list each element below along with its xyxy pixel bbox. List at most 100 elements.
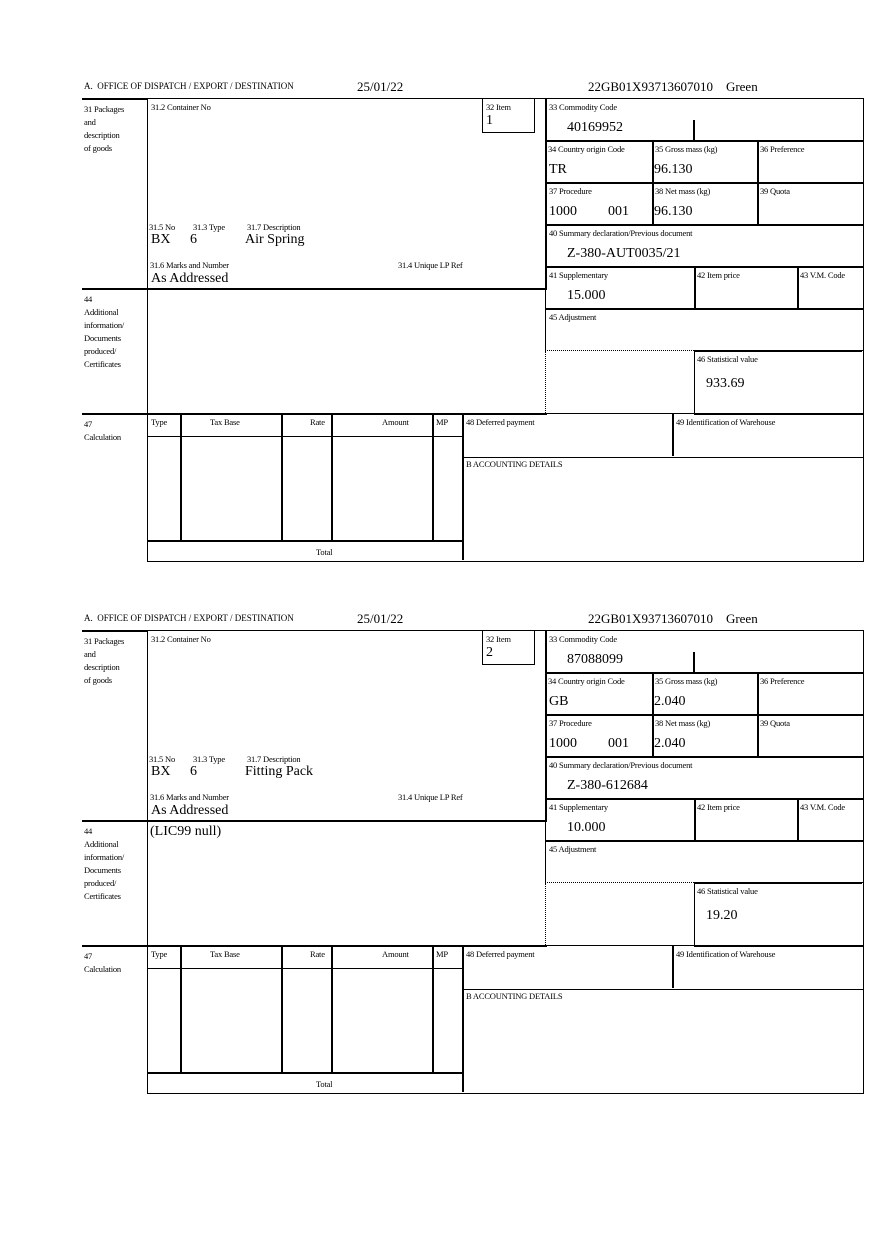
summary-declaration-box: [545, 224, 864, 268]
packages-label: 31 Packages and description of goods: [84, 636, 125, 685]
commodity-code-label: 33 Commodity Code: [549, 634, 617, 644]
commodity-code-value: 40169952: [567, 120, 623, 135]
vm-code-label: 43 V.M. Code: [800, 270, 845, 280]
declaration-reference: 22GB01X93713607010 Green: [588, 611, 758, 626]
adjustment-box: [545, 308, 864, 352]
item-box: [482, 630, 535, 665]
net-mass-label: 38 Net mass (kg): [655, 718, 711, 728]
unique-lp-ref-label: 31.4 Unique LP Ref: [398, 792, 463, 802]
accounting-details-label: B ACCOUNTING DETAILS: [466, 459, 563, 469]
container-no-label: 31.2 Container No: [151, 634, 211, 644]
country-origin-box: [545, 140, 654, 184]
total-label: Total: [316, 1079, 333, 1089]
country-origin-label: 34 Country origin Code: [548, 144, 625, 154]
pkg-description-label: 31.7 Description: [247, 754, 301, 764]
rule-47: [82, 945, 147, 947]
vm-code-box: [797, 798, 864, 842]
col-amount-header: Amount: [382, 949, 409, 959]
net-mass-box: [652, 714, 759, 758]
calc-column-divider: [281, 413, 283, 540]
deferred-payment-box: [462, 413, 864, 458]
col-rate-header: Rate: [310, 949, 325, 959]
calculation-label: 47 Calculation: [84, 419, 121, 442]
calc-header-row: [147, 413, 464, 437]
pkg-no-value: BX: [151, 764, 171, 779]
pkg-type-label: 31.3 Type: [193, 222, 225, 232]
adjustment-label: 45 Adjustment: [549, 312, 597, 322]
col-tax-base-header: Tax Base: [210, 949, 240, 959]
commodity-code-label: 33 Commodity Code: [549, 102, 617, 112]
total-label: Total: [316, 547, 333, 557]
declaration-reference: 22GB01X93713607010 Green: [588, 79, 758, 94]
packages-label: 31 Packages and description of goods: [84, 104, 125, 153]
col-mp-header: MP: [436, 417, 448, 427]
procedure-code-value: 1000: [549, 736, 577, 751]
country-origin-value: GB: [549, 694, 569, 709]
procedure-label: 37 Procedure: [549, 718, 592, 728]
quota-label: 39 Quota: [760, 186, 790, 196]
item-box: [482, 98, 535, 133]
vm-code-label: 43 V.M. Code: [800, 802, 845, 812]
procedure-sub-value: 001: [608, 204, 629, 219]
vm-code-box: [797, 266, 864, 310]
adjustment-label: 45 Adjustment: [549, 844, 597, 854]
warehouse-id-label: 49 Identification of Warehouse: [676, 417, 776, 427]
calc-column-divider: [331, 945, 333, 1072]
marks-numbers-label: 31.6 Marks and Number: [150, 792, 229, 802]
previous-document-value: Z-380-AUT0035/21: [567, 246, 681, 261]
warehouse-divider: [672, 945, 674, 988]
commodity-code-value: 87088099: [567, 652, 623, 667]
marks-numbers-value: As Addressed: [151, 271, 229, 286]
calc-column-divider: [432, 413, 434, 540]
unique-lp-ref-label: 31.4 Unique LP Ref: [398, 260, 463, 270]
gross-mass-box: [652, 672, 759, 716]
container-no-label: 31.2 Container No: [151, 102, 211, 112]
item-price-box: [694, 266, 799, 310]
net-mass-value: 96.130: [654, 204, 693, 219]
net-mass-box: [652, 182, 759, 226]
item-label: 32 Item: [486, 102, 511, 112]
col-type-header: Type: [151, 949, 168, 959]
supplementary-value: 15.000: [567, 288, 606, 303]
col-tax-base-header: Tax Base: [210, 417, 240, 427]
supplementary-box: [545, 266, 696, 310]
office-heading: A. OFFICE OF DISPATCH / EXPORT / DESTINA…: [84, 613, 294, 623]
statistical-value-box: [694, 350, 864, 415]
summary-declaration-label: 40 Summary declaration/Previous document: [549, 760, 693, 770]
deferred-payment-label: 48 Deferred payment: [466, 417, 535, 427]
supplementary-label: 41 Supplementary: [549, 270, 608, 280]
col-rate-header: Rate: [310, 417, 325, 427]
adjustment-box: [545, 840, 864, 884]
office-heading: A. OFFICE OF DISPATCH / EXPORT / DESTINA…: [84, 81, 294, 91]
summary-declaration-box: [545, 756, 864, 800]
procedure-label: 37 Procedure: [549, 186, 592, 196]
warehouse-id-label: 49 Identification of Warehouse: [676, 949, 776, 959]
pkg-no-label: 31.5 No: [149, 754, 175, 764]
statistical-value-label: 46 Statistical value: [697, 886, 758, 896]
calc-total-rule: [147, 1072, 462, 1074]
calc-column-divider: [281, 945, 283, 1072]
gross-mass-value: 2.040: [654, 694, 686, 709]
statistical-value: 933.69: [706, 376, 745, 391]
accounting-left: [462, 456, 464, 560]
pkg-type-value: 6: [190, 232, 197, 247]
item-price-label: 42 Item price: [697, 802, 740, 812]
statistical-value: 19.20: [706, 908, 738, 923]
goods-description-box: [147, 630, 547, 822]
country-origin-value: TR: [549, 162, 567, 177]
preference-label: 36 Preference: [760, 676, 805, 686]
deferred-payment-label: 48 Deferred payment: [466, 949, 535, 959]
pkg-description-label: 31.7 Description: [247, 222, 301, 232]
dotted-divider: [545, 882, 546, 945]
item-value: 2: [486, 645, 493, 660]
marks-numbers-value: As Addressed: [151, 803, 229, 818]
additional-info-label: 44 Additional information/ Documents pro…: [84, 826, 125, 901]
top-rule: [82, 98, 147, 100]
summary-declaration-label: 40 Summary declaration/Previous document: [549, 228, 693, 238]
rule-47: [82, 413, 147, 415]
additional-info-box: [147, 820, 547, 947]
calc-header-row: [147, 945, 464, 969]
preference-box: [757, 140, 864, 184]
statistical-value-label: 46 Statistical value: [697, 354, 758, 364]
declaration-date: 25/01/22: [357, 79, 404, 94]
